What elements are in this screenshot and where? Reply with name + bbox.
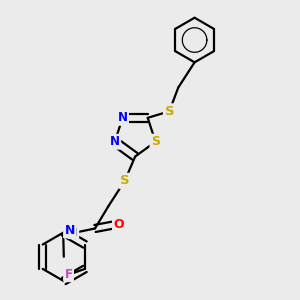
Text: S: S: [164, 105, 174, 118]
Text: F: F: [64, 268, 73, 281]
Text: N: N: [110, 135, 120, 148]
Text: H: H: [69, 228, 78, 238]
Text: N: N: [118, 111, 128, 124]
Text: O: O: [113, 218, 124, 230]
Text: S: S: [120, 174, 130, 188]
Text: S: S: [151, 135, 160, 148]
Text: N: N: [64, 224, 75, 237]
